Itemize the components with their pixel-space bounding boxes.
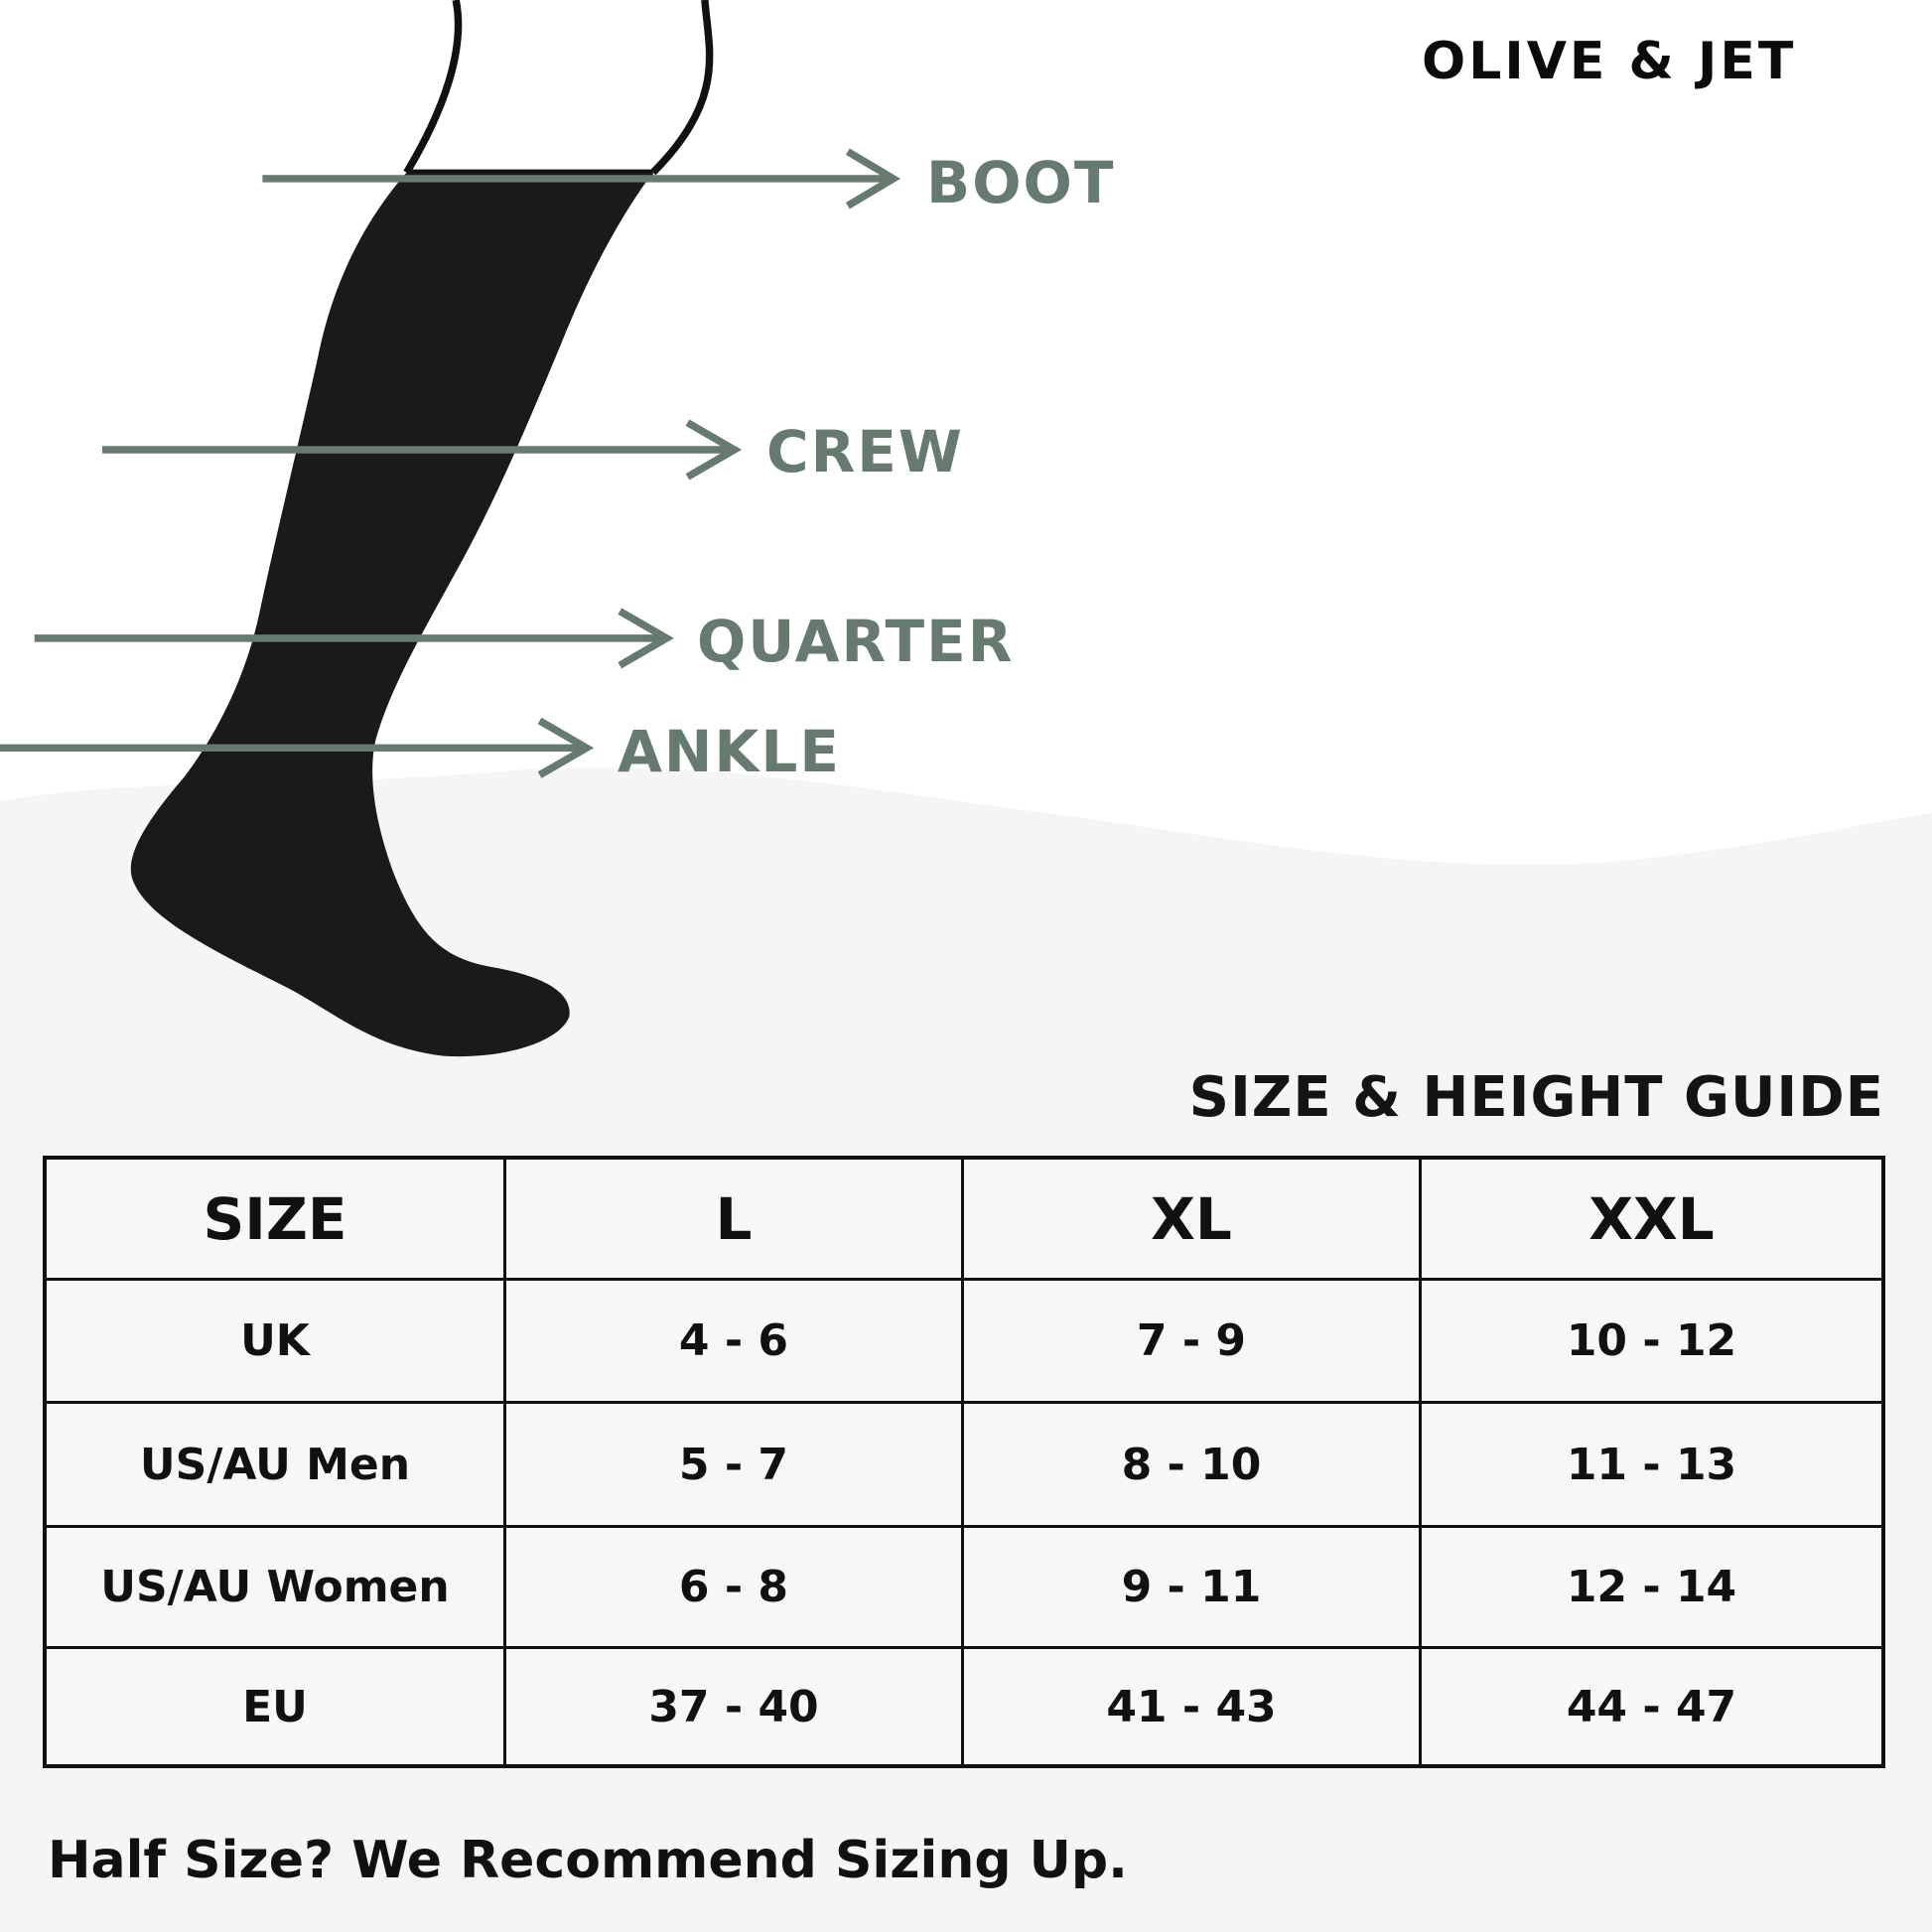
arrow-ankle <box>0 717 595 778</box>
row-label-us-au-women: US/AU Women <box>47 1528 506 1649</box>
row-label-eu: EU <box>47 1649 506 1764</box>
table-cell: 7 - 9 <box>964 1281 1422 1404</box>
table-cell: 37 - 40 <box>506 1649 964 1764</box>
table-cell: 44 - 47 <box>1566 1681 1737 1732</box>
table-cell: 5 - 7 <box>506 1404 964 1528</box>
height-label-crew: CREW <box>766 418 964 485</box>
table-cell: 8 - 10 <box>964 1404 1422 1528</box>
table-cell: 41 - 43 <box>964 1649 1422 1764</box>
footer-note: Half Size? We Recommend Sizing Up. <box>48 1831 1128 1890</box>
table-cell: 12 - 14 <box>1422 1528 1881 1649</box>
header-xl: XL <box>964 1160 1422 1281</box>
header-xxl: XXL <box>1422 1160 1881 1281</box>
row-label-uk: UK <box>47 1281 506 1404</box>
arrow-boot <box>262 148 901 209</box>
height-label-ankle: ANKLE <box>618 718 841 785</box>
sock-icon <box>130 172 653 1057</box>
table-cell: 10 - 12 <box>1422 1281 1881 1404</box>
table-cell: 4 - 6 <box>506 1281 964 1404</box>
size-table: SIZE L XL XXL UK 4 - 6 7 - 9 10 - 12 US/… <box>43 1156 1885 1768</box>
guide-title: SIZE & HEIGHT GUIDE <box>1188 1065 1884 1130</box>
arrow-quarter <box>34 608 674 669</box>
table-cell: 11 - 13 <box>1422 1404 1881 1528</box>
leg-outline <box>403 0 714 176</box>
table-cell: 6 - 8 <box>506 1528 964 1649</box>
height-label-quarter: QUARTER <box>697 608 1015 675</box>
row-label-us-au-men: US/AU Men <box>47 1404 506 1528</box>
header-l: L <box>506 1160 964 1281</box>
brand-logo: OLIVE & JET <box>1422 32 1797 91</box>
height-label-boot: BOOT <box>926 149 1116 216</box>
table-cell: 9 - 11 <box>964 1528 1422 1649</box>
arrow-crew <box>102 419 743 481</box>
header-size: SIZE <box>47 1160 506 1281</box>
